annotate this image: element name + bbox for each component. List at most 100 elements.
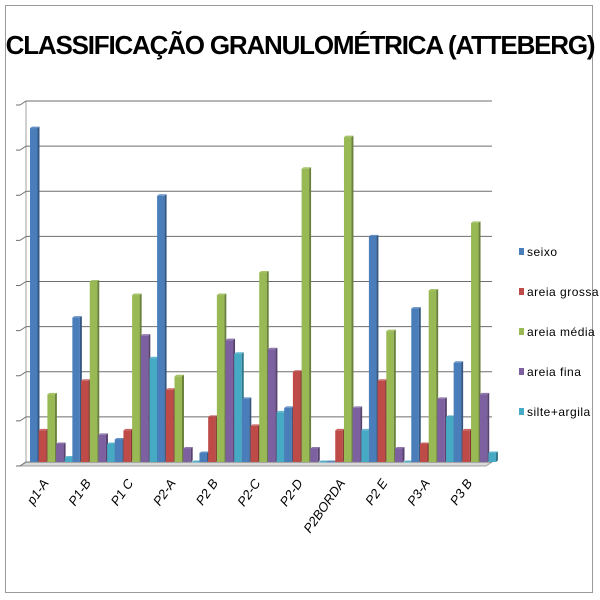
bar-front bbox=[446, 416, 454, 462]
legend-swatch bbox=[519, 248, 524, 255]
bar-top bbox=[259, 270, 269, 273]
x-tick-label: P2-A bbox=[150, 476, 179, 508]
bar-side bbox=[309, 167, 312, 462]
bar-front bbox=[64, 457, 73, 462]
bar bbox=[310, 446, 320, 462]
gridline-depth bbox=[19, 281, 27, 286]
legend-item: seixo bbox=[519, 245, 558, 259]
legend-label: areia fina bbox=[527, 365, 581, 379]
bar bbox=[284, 406, 294, 462]
x-tick-label: P3 B bbox=[447, 476, 476, 508]
x-tick-label: P2-D bbox=[277, 476, 306, 509]
bar-front bbox=[114, 439, 123, 462]
bar-top bbox=[72, 316, 82, 318]
legend-swatch bbox=[519, 328, 524, 335]
bar-top bbox=[157, 194, 167, 196]
bar bbox=[216, 293, 227, 462]
bar bbox=[132, 293, 142, 462]
bar-top bbox=[234, 352, 244, 354]
bar-front bbox=[56, 443, 64, 462]
bar bbox=[453, 361, 464, 462]
bar-top bbox=[368, 234, 379, 237]
x-tick-label: P1 C bbox=[107, 476, 136, 509]
bar-front bbox=[199, 452, 207, 462]
bar bbox=[462, 428, 472, 462]
legend-label: silte+argila bbox=[527, 405, 591, 419]
bar-front bbox=[453, 362, 462, 462]
bar bbox=[479, 392, 490, 462]
bar-top bbox=[225, 338, 236, 341]
legend-item: silte+argila bbox=[519, 405, 591, 419]
bar-top bbox=[89, 280, 100, 282]
bar-front bbox=[174, 376, 182, 462]
bar-front bbox=[377, 380, 386, 462]
gridline-depth bbox=[19, 326, 27, 332]
bar-front bbox=[428, 290, 437, 462]
bar-side bbox=[402, 446, 405, 462]
bar bbox=[250, 424, 261, 462]
bar bbox=[437, 397, 447, 462]
bar-top bbox=[98, 433, 108, 435]
bar-top bbox=[437, 397, 447, 399]
bar-top bbox=[310, 446, 320, 449]
bar bbox=[419, 442, 430, 462]
bar-front bbox=[361, 430, 369, 462]
bar-top bbox=[488, 451, 498, 453]
legend-item: areia fina bbox=[519, 365, 581, 379]
bar bbox=[386, 329, 396, 462]
bar-front bbox=[38, 430, 47, 462]
chart-title: CLASSIFICAÇÃO GRANULOMÉTRICA (ATTEBERG) bbox=[5, 30, 596, 60]
bar-top bbox=[335, 428, 345, 431]
bar-side bbox=[418, 307, 421, 462]
plot-floor bbox=[18, 461, 494, 467]
bar bbox=[30, 126, 40, 462]
bar-front bbox=[216, 295, 225, 462]
bar bbox=[411, 307, 421, 462]
bar-front bbox=[284, 407, 292, 462]
bar-top bbox=[38, 428, 49, 431]
bar-front bbox=[462, 430, 470, 462]
bar-top bbox=[114, 437, 125, 440]
bar-top bbox=[183, 446, 193, 449]
bar-front bbox=[471, 222, 479, 462]
bar bbox=[335, 428, 345, 462]
bar-side bbox=[63, 442, 66, 462]
legend-swatch bbox=[519, 288, 524, 295]
bar bbox=[352, 406, 363, 462]
bar-front bbox=[183, 448, 191, 462]
bar-top bbox=[301, 167, 312, 169]
bar-front bbox=[276, 412, 285, 462]
bar bbox=[225, 338, 236, 462]
bar-front bbox=[30, 128, 38, 462]
bar-side bbox=[181, 374, 184, 462]
bar-top bbox=[191, 460, 202, 462]
bar-front bbox=[157, 195, 165, 462]
bar-front bbox=[403, 462, 412, 463]
bar-side bbox=[393, 329, 396, 462]
chart-frame bbox=[5, 5, 593, 593]
bar-front bbox=[419, 443, 428, 462]
x-tick-label: P2-C bbox=[234, 476, 264, 509]
bar-top bbox=[174, 374, 184, 377]
bar bbox=[267, 347, 278, 462]
bar-front bbox=[165, 389, 174, 462]
gridline-depth bbox=[19, 371, 27, 377]
legend-label: areia média bbox=[527, 325, 595, 339]
legend-label: seixo bbox=[527, 245, 558, 259]
bar bbox=[395, 446, 405, 462]
bar-top bbox=[208, 415, 218, 417]
bar-top bbox=[479, 392, 490, 395]
bar-front bbox=[140, 335, 149, 462]
bar-top bbox=[165, 388, 176, 390]
gridline-depth bbox=[19, 145, 27, 151]
bar-front bbox=[81, 380, 89, 462]
bar-side bbox=[97, 280, 100, 462]
legend: seixo areia grossa areia média areia fina si… bbox=[519, 245, 599, 419]
bar bbox=[191, 460, 202, 463]
bar bbox=[199, 451, 209, 462]
bar-top bbox=[30, 126, 40, 129]
gridline-depth bbox=[19, 100, 27, 106]
bar-front bbox=[437, 398, 445, 462]
bar bbox=[259, 270, 269, 462]
